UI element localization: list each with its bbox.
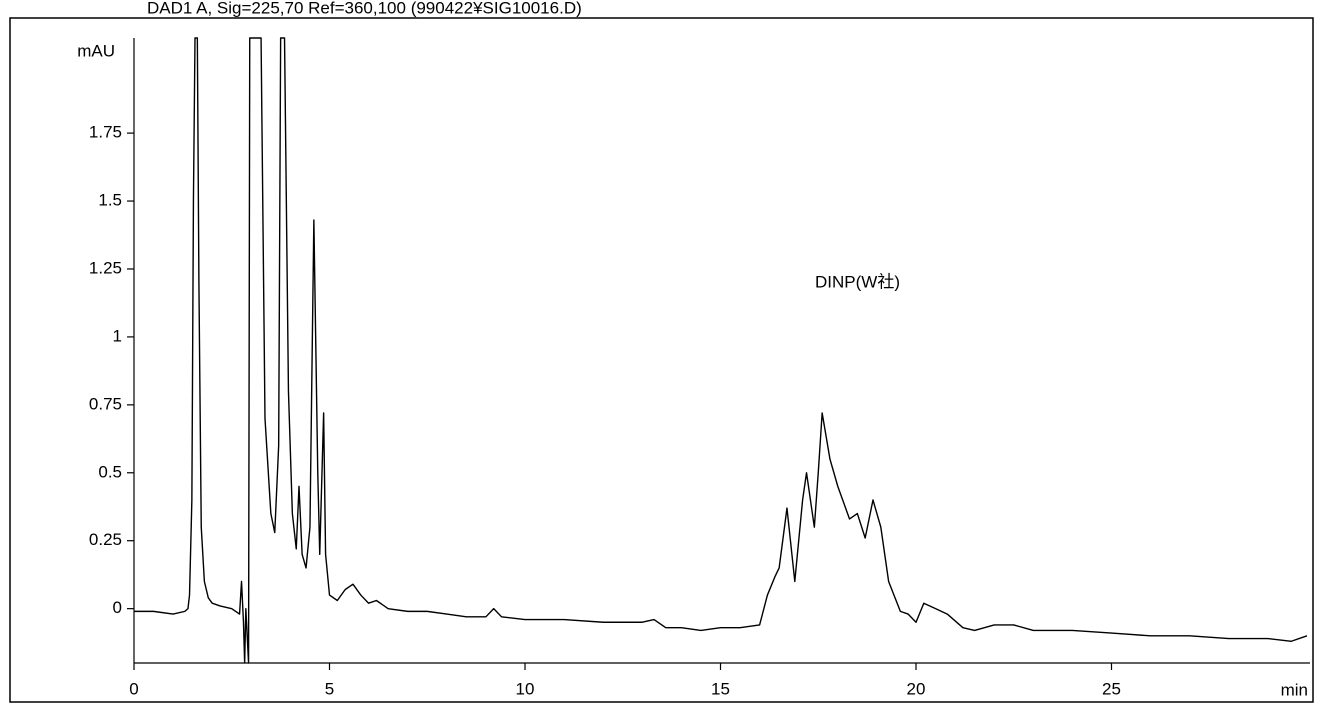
y-tick-label: 1.25 — [89, 258, 122, 277]
y-tick-label: 0 — [113, 598, 122, 617]
y-axis-label: mAU — [77, 41, 115, 60]
chart-title: DAD1 A, Sig=225,70 Ref=360,100 (990422¥S… — [147, 0, 582, 17]
x-tick-label: 20 — [907, 679, 926, 698]
x-tick-label: 15 — [711, 679, 730, 698]
signal-line — [134, 37, 1308, 664]
y-tick-label: 0.25 — [89, 530, 122, 549]
annotation: DINP(W社) — [815, 272, 900, 291]
x-tick-label: 10 — [516, 679, 535, 698]
y-tick-label: 1 — [113, 326, 122, 345]
y-tick-label: 1.5 — [98, 191, 122, 210]
y-tick-label: 0.75 — [89, 394, 122, 413]
x-axis-label: min — [1281, 680, 1308, 699]
y-tick-label: 1.75 — [89, 123, 122, 142]
x-tick-label: 5 — [325, 679, 334, 698]
frame — [9, 17, 1314, 703]
y-tick-label: 0.5 — [98, 462, 122, 481]
x-tick-label: 25 — [1102, 679, 1121, 698]
x-tick-label: 0 — [129, 679, 138, 698]
